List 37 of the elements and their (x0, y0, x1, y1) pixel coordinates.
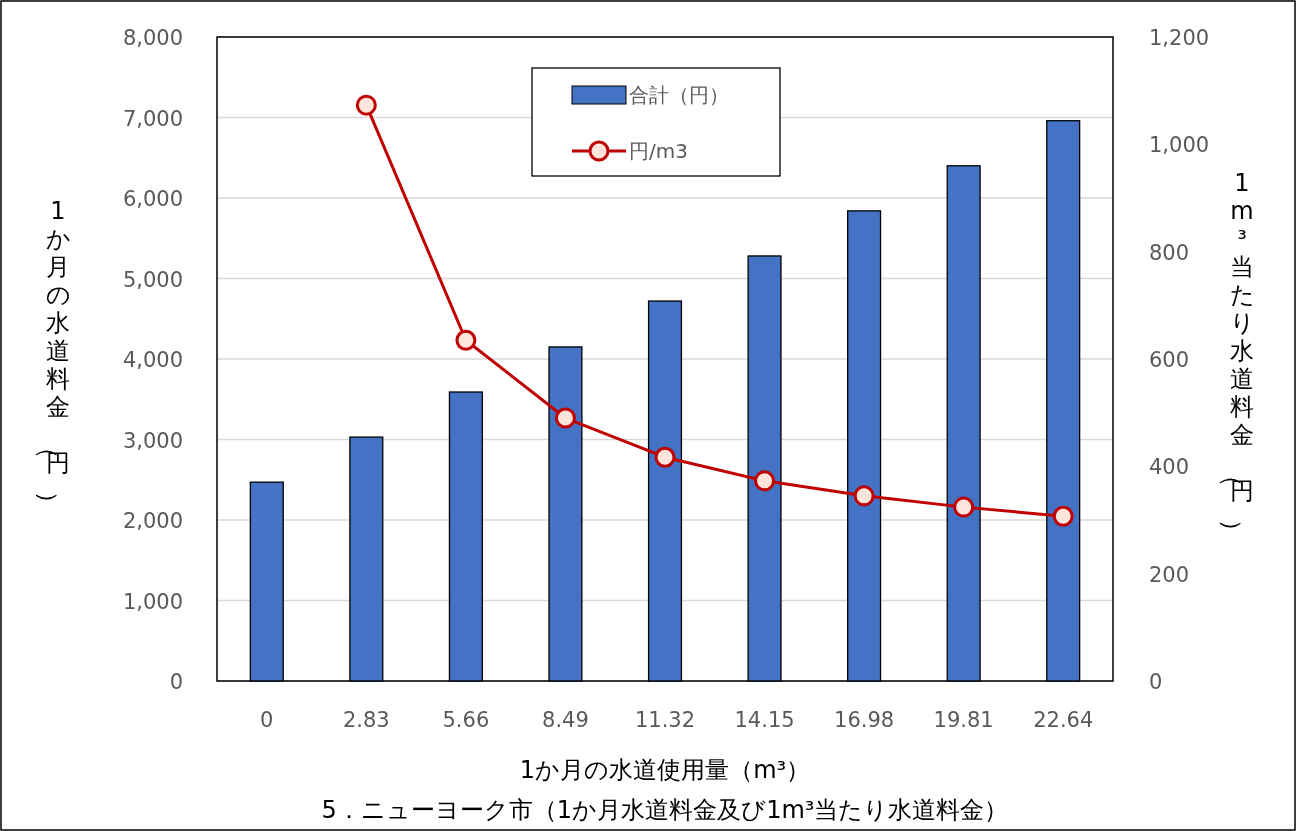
point (355, 94, 377, 116)
x-axis-title: 1か月の水道使用量（m³） (519, 756, 811, 784)
legend-label: 合計（円） (629, 83, 729, 107)
point (554, 407, 576, 429)
point (1052, 505, 1074, 527)
text: 5．ニューヨーク市（1か月水道料金及び1m³当たり水道料金） (321, 796, 1009, 824)
x-tick-label: 5.66 (442, 708, 490, 732)
x-tick-label: 16.98 (834, 708, 895, 732)
y2-tick-label: 600 (1149, 348, 1190, 372)
point (853, 485, 875, 507)
y-tick-label: 6,000 (122, 187, 183, 211)
y-tick-label: 0 (169, 670, 183, 694)
x-tick-label: 22.64 (1033, 708, 1094, 732)
y2-tick-label: 1,000 (1149, 133, 1210, 158)
y-tick-label: 2,000 (122, 509, 183, 533)
x-tick-label: 19.81 (933, 708, 994, 732)
y-tick-label: 7,000 (122, 106, 183, 131)
x-tick-label: 0 (260, 708, 274, 732)
y2-tick-label: 0 (1149, 670, 1163, 694)
y2-tick-label: 400 (1149, 455, 1190, 480)
y2-tick-label: 800 (1149, 240, 1190, 265)
x-tick-label: 11.32 (634, 708, 696, 732)
legend-label: 円/m3 (629, 139, 688, 163)
y-tick-label: 4,000 (122, 348, 183, 372)
y-tick-label: 3,000 (122, 428, 183, 453)
point (455, 329, 477, 351)
y-tick-label: 5,000 (122, 267, 183, 292)
y-tick-label: 1,000 (122, 589, 183, 614)
x-tick-label: 2.83 (342, 708, 390, 732)
y2-tick-label: 200 (1149, 562, 1190, 587)
x-tick-label: 8.49 (542, 708, 589, 732)
point (953, 496, 975, 518)
point (654, 446, 676, 468)
y-tick-label: 8,000 (122, 26, 183, 50)
x-tick-label: 14.15 (734, 708, 795, 732)
y2-tick-label: 1,200 (1149, 26, 1210, 50)
point (754, 470, 776, 492)
